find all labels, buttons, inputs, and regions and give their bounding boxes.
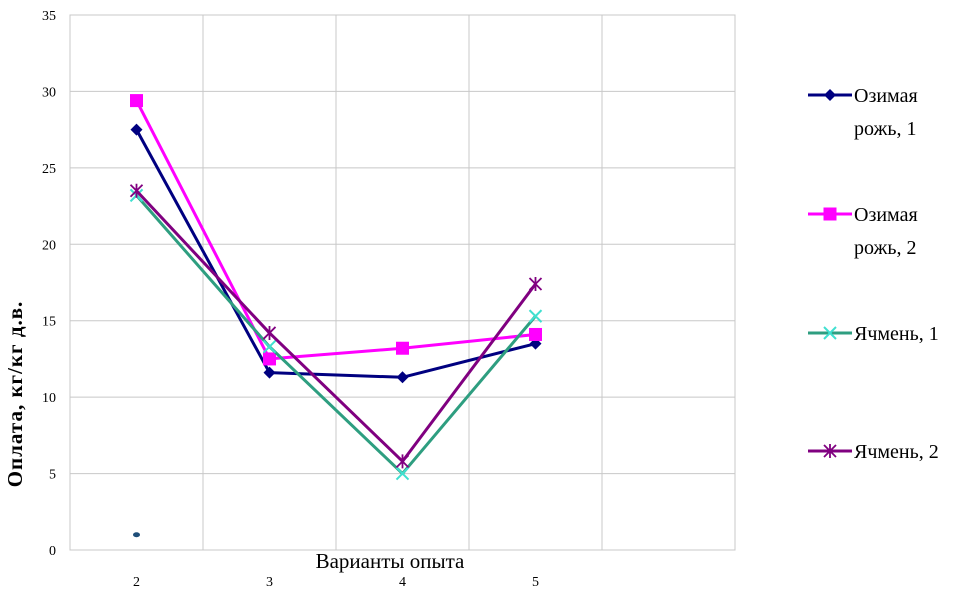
- legend-label: Озимая: [854, 204, 918, 226]
- data-point: [528, 277, 543, 292]
- legend-label: Ячмень, 2: [854, 441, 939, 463]
- data-point: [263, 366, 276, 379]
- y-axis-ticks: 0 5 10 15 20 25 30 35: [42, 9, 56, 559]
- data-point: [262, 325, 277, 340]
- series-line: [135, 128, 536, 379]
- chart-legend: Озимая рожь, 1 Озимая рожь, 2 Ячмень, 1 Ячмен…: [808, 85, 939, 463]
- y-axis-label: Оплата, кг/кг д.в.: [3, 301, 27, 488]
- x-tick-label: 3: [266, 575, 273, 590]
- data-point: [396, 371, 409, 384]
- extra-data-point: [133, 532, 140, 538]
- legend-label: рожь, 2: [854, 237, 916, 259]
- data-point: [823, 207, 837, 221]
- x-axis-label: Варианты опыта: [316, 549, 465, 573]
- data-point: [528, 309, 543, 323]
- y-tick-label: 35: [42, 9, 56, 24]
- y-tick-label: 25: [42, 162, 56, 177]
- series-4: [129, 183, 543, 469]
- chart-series: [129, 94, 543, 538]
- series-1: [130, 123, 542, 384]
- y-tick-label: 20: [42, 238, 56, 253]
- legend-item: Ячмень, 1: [808, 323, 939, 345]
- x-tick-label: 4: [399, 575, 406, 590]
- plot-area-border: [69, 14, 736, 551]
- y-tick-label: 0: [49, 544, 56, 559]
- legend-label: Озимая: [854, 85, 918, 107]
- series-line: [135, 194, 537, 476]
- data-point: [262, 339, 277, 354]
- data-point: [130, 123, 143, 136]
- legend-item: Ячмень, 2: [808, 441, 939, 463]
- legend-label: Ячмень, 1: [854, 323, 939, 345]
- series-line: [135, 189, 537, 463]
- x-axis-ticks: 2 3 4 5: [133, 575, 539, 590]
- legend-item: Озимая рожь, 2: [808, 204, 918, 259]
- series-2: [130, 94, 542, 366]
- data-point: [395, 454, 410, 469]
- data-point: [823, 326, 837, 340]
- y-tick-label: 10: [42, 391, 56, 406]
- data-point: [529, 327, 542, 341]
- data-point: [263, 352, 276, 366]
- data-point: [129, 183, 144, 198]
- x-tick-label: 2: [133, 575, 140, 590]
- data-point: [130, 94, 143, 108]
- y-tick-label: 5: [49, 468, 56, 483]
- data-point: [396, 341, 409, 355]
- series-line: [135, 99, 536, 361]
- chart-grid: [69, 14, 736, 551]
- data-point: [823, 444, 837, 458]
- data-point: [395, 466, 410, 481]
- legend-label: рожь, 1: [854, 118, 916, 140]
- y-tick-label: 30: [42, 85, 56, 100]
- legend-item: Озимая рожь, 1: [808, 85, 918, 140]
- y-tick-label: 15: [42, 315, 56, 330]
- data-point: [824, 89, 836, 101]
- x-tick-label: 5: [532, 575, 539, 590]
